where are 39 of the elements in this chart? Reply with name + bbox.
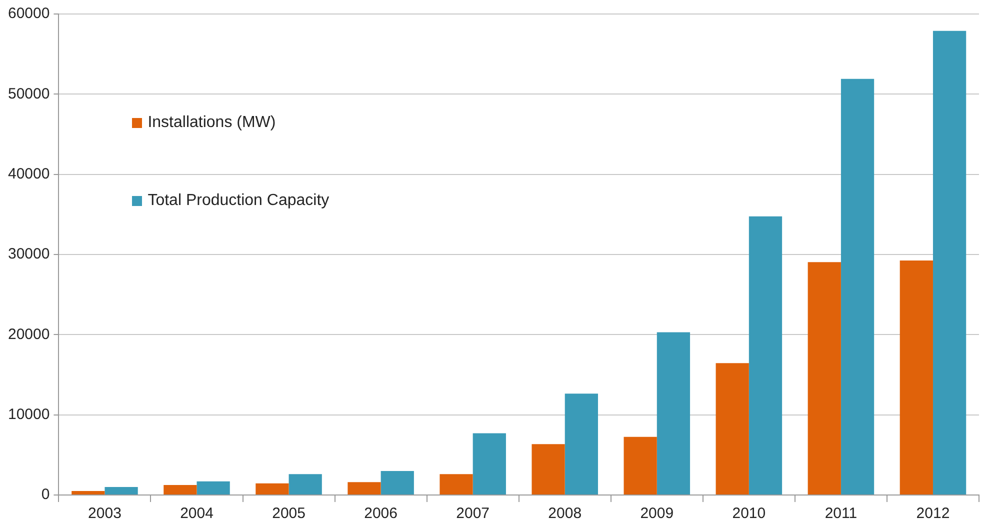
y-tick-label: 20000	[8, 326, 50, 343]
bar	[932, 30, 966, 494]
bar	[348, 482, 381, 494]
bar	[624, 436, 657, 494]
bar	[440, 474, 473, 494]
bar	[808, 262, 841, 494]
x-tick-label: 2009	[640, 505, 674, 522]
legend-label: Installations (MW)	[148, 114, 276, 132]
bar	[716, 363, 749, 494]
bar	[472, 433, 506, 494]
bar	[532, 444, 565, 494]
x-tick-label: 2003	[88, 505, 122, 522]
x-tick-label: 2005	[272, 505, 306, 522]
x-tick-label: 2006	[364, 505, 398, 522]
x-tick-label: 2007	[456, 505, 490, 522]
y-tick-label: 40000	[8, 165, 50, 182]
bar	[196, 481, 230, 494]
bar	[72, 490, 105, 494]
x-tick-label: 2012	[916, 505, 950, 522]
x-tick-label: 2010	[732, 505, 766, 522]
y-tick-label: 30000	[8, 246, 50, 263]
bar	[564, 394, 598, 494]
bar	[256, 483, 289, 494]
bar	[104, 486, 138, 494]
legend-label: Total Production Capacity	[148, 192, 330, 210]
bar	[748, 216, 782, 494]
x-tick-label: 2008	[548, 505, 582, 522]
y-tick-label: 50000	[8, 85, 50, 102]
bar	[656, 332, 690, 494]
bar	[288, 474, 322, 494]
y-tick-label: 10000	[8, 406, 50, 423]
y-tick-label: 0	[41, 486, 50, 504]
y-tick-label: 60000	[8, 5, 50, 22]
bar	[900, 260, 933, 494]
bar	[380, 470, 414, 494]
bar	[164, 484, 197, 494]
x-tick-label: 2011	[824, 505, 858, 522]
x-tick-label: 2004	[180, 505, 214, 522]
bar	[840, 78, 874, 494]
